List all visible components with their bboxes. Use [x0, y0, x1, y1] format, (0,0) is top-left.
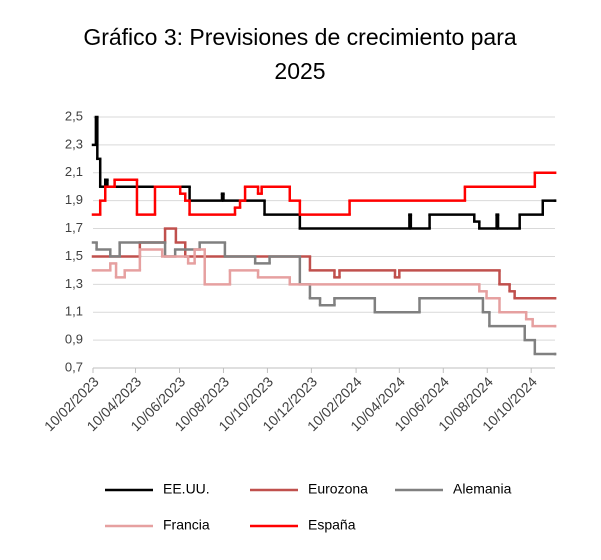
legend-label: EE.UU. [163, 481, 210, 497]
legend-label: Francia [163, 517, 210, 533]
y-tick-label: 1,9 [65, 192, 83, 207]
y-tick-label: 1,3 [65, 276, 83, 291]
chart-title: Gráfico 3: Previsiones de crecimiento pa… [83, 24, 517, 84]
series-line [91, 115, 557, 230]
y-tick-label: 2,3 [65, 136, 83, 151]
legend-label: Alemania [453, 481, 512, 497]
series-line [91, 171, 557, 216]
series-line [91, 248, 557, 328]
y-tick-label: 0,7 [65, 359, 83, 374]
y-tick-label: 0,9 [65, 332, 83, 347]
y-tick-label: 1,5 [65, 248, 83, 263]
legend-label: Eurozona [308, 481, 368, 497]
y-tick-label: 1,1 [65, 304, 83, 319]
y-tick-label: 1,7 [65, 220, 83, 235]
series-line [91, 241, 557, 356]
y-tick-label: 2,5 [65, 108, 83, 123]
legend-label: España [308, 517, 356, 533]
y-tick-label: 2,1 [65, 164, 83, 179]
series-line [91, 227, 557, 300]
